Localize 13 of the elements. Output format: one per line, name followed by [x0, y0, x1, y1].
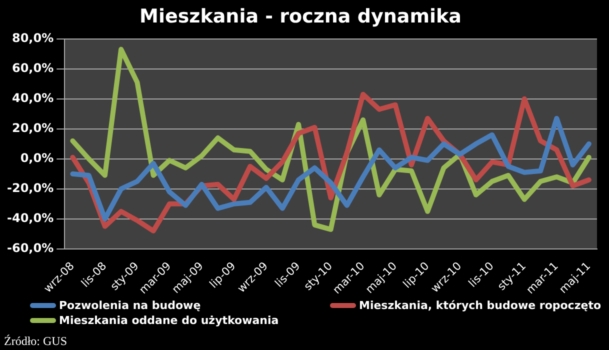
y-tick-label: 40,0% — [12, 90, 54, 105]
y-tick-label: -40,0% — [6, 211, 54, 226]
legend-label: Mieszkania, których budowe ropoczęto — [359, 299, 602, 312]
legend-label: Pozwolenia na budowę — [59, 299, 201, 312]
chart-title: Mieszkania - roczna dynamika — [140, 5, 462, 28]
text: Źródło: GUS — [4, 334, 67, 349]
y-tick-label: 20,0% — [12, 120, 54, 135]
y-tick-label: 80,0% — [12, 30, 54, 45]
legend-label: Mieszkania oddane do użytkowania — [59, 314, 279, 327]
y-tick-label: 60,0% — [12, 60, 54, 75]
y-tick-label: 0,0% — [20, 150, 54, 165]
y-tick-label: -60,0% — [6, 241, 54, 256]
y-tick-label: -20,0% — [6, 181, 54, 196]
